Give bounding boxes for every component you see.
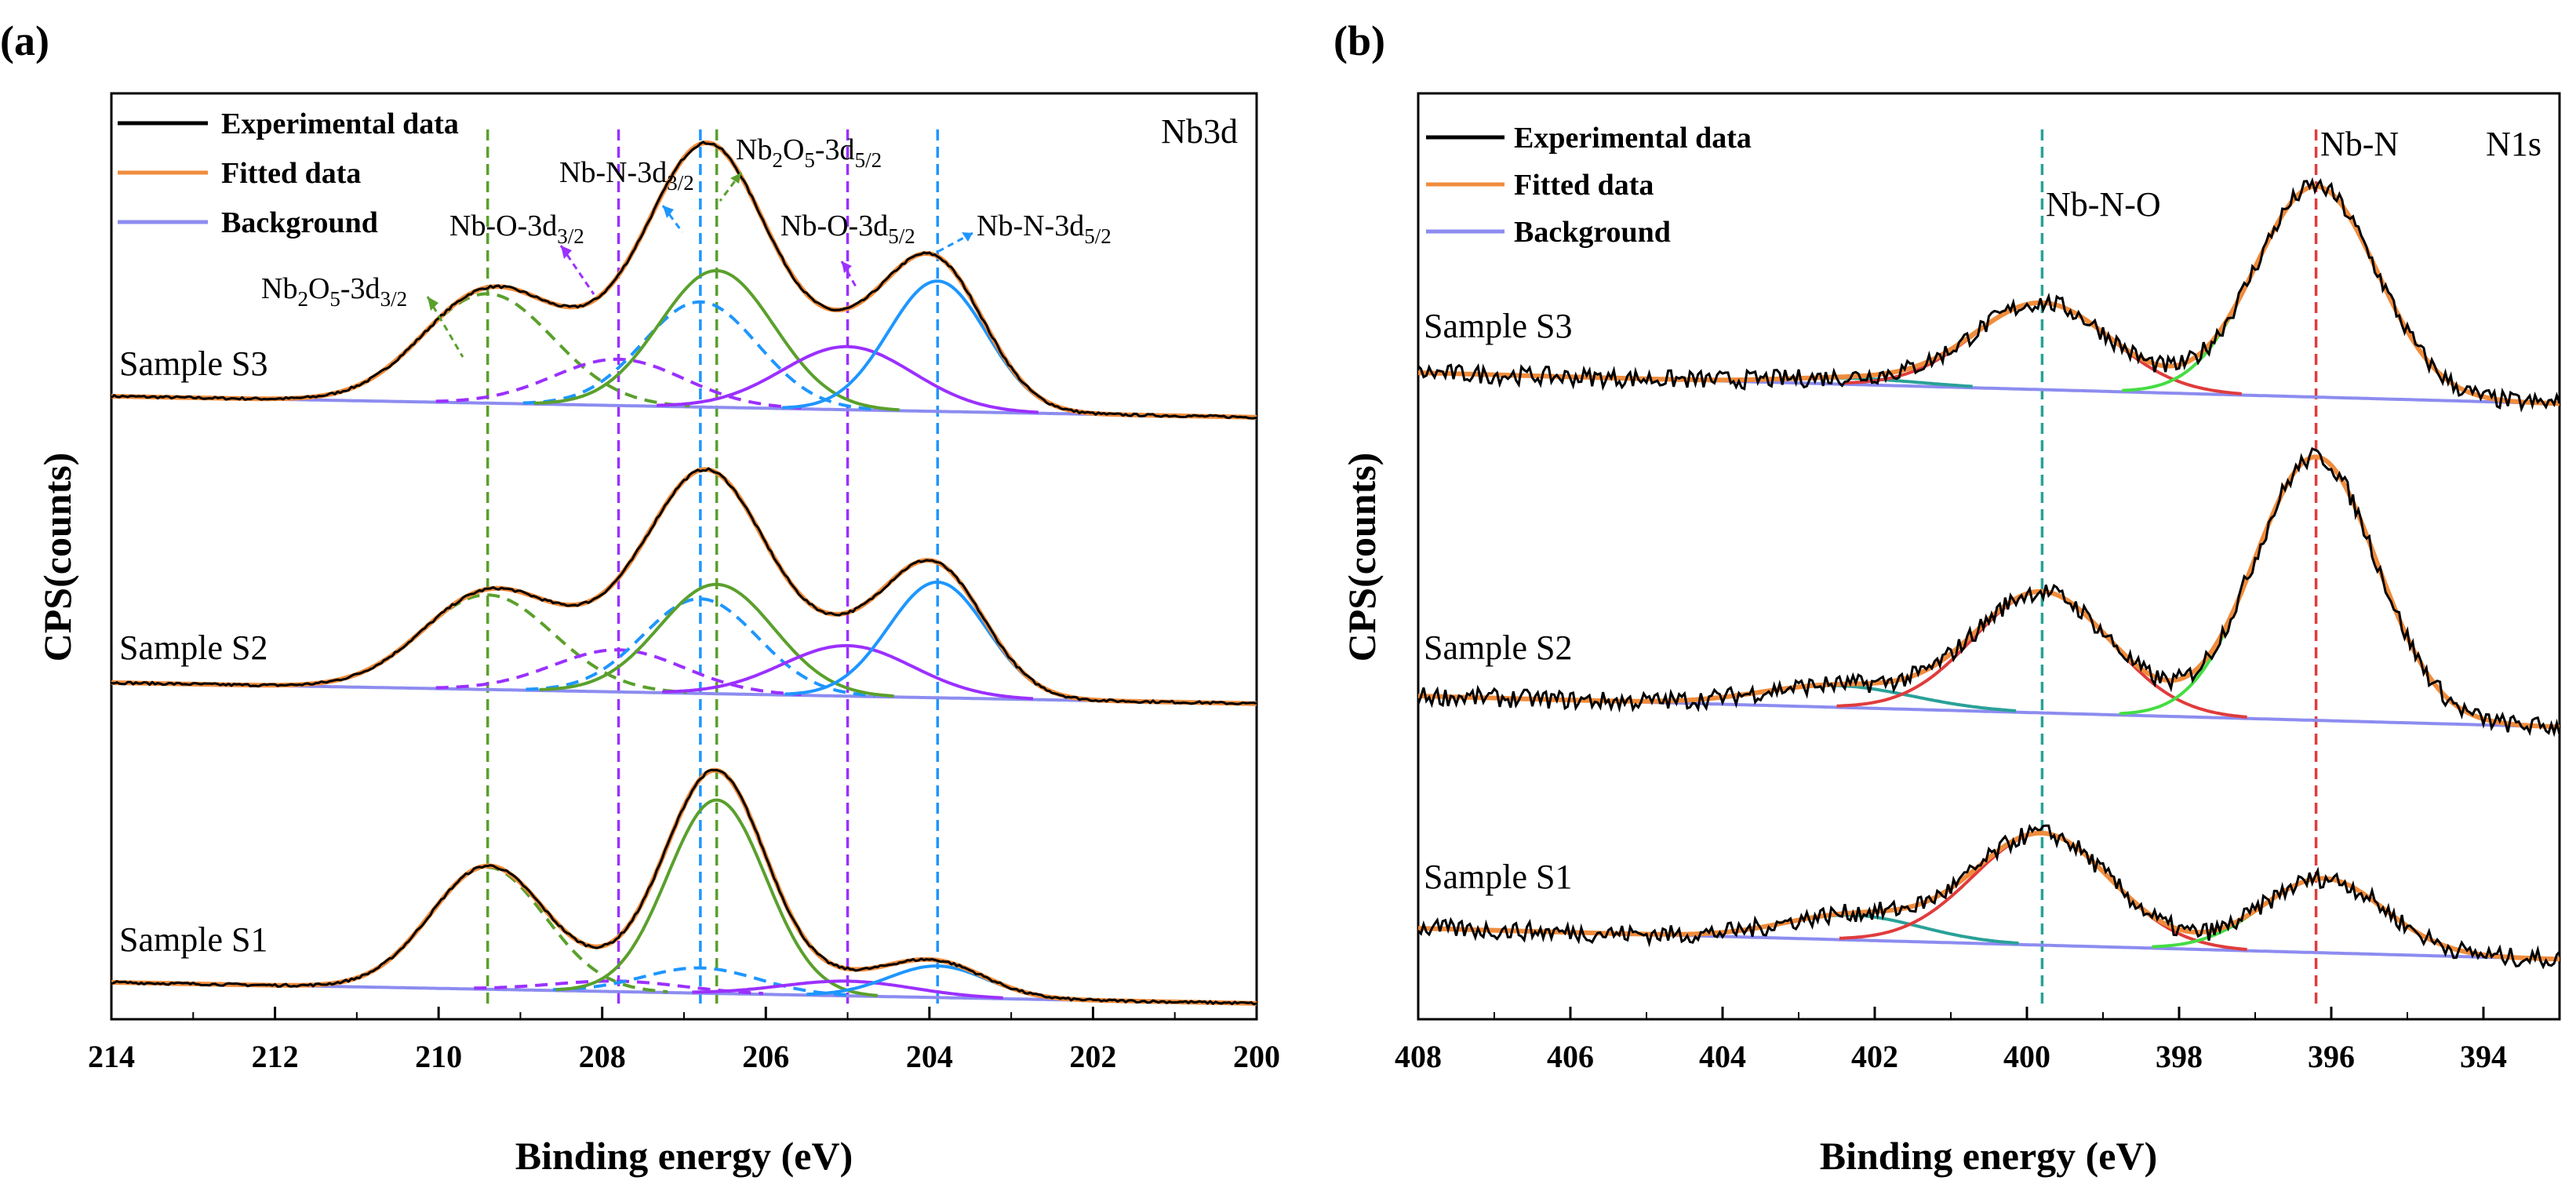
annotation-arrow-nbo-3d32 <box>559 245 595 295</box>
x-tick-label-a-208: 208 <box>579 1039 626 1074</box>
background-curves-b <box>1417 371 2560 961</box>
fitted-curve-b-s2 <box>1417 454 2560 730</box>
x-tick-label-b-398: 398 <box>2156 1039 2203 1074</box>
x-tick-label-b-406: 406 <box>1547 1039 1594 1074</box>
annotation-arrowhead-nb2o5-3d32 <box>428 297 438 311</box>
annotation-nbn-3d32: Nb-N-3d3/2 <box>559 156 694 195</box>
legend-label-experimental-a: Experimental data <box>221 107 459 140</box>
experimental-curve-a-s1 <box>111 768 1257 1006</box>
sample-label-s1-b: Sample S1 <box>1424 858 1572 896</box>
x-tick-label-a-202: 202 <box>1069 1039 1116 1074</box>
annotation-nbn-3d52: Nb-N-3d5/2 <box>977 209 1112 248</box>
component-curve-a-s2-2 <box>526 597 875 698</box>
x-tick-label-a-210: 210 <box>415 1039 462 1074</box>
experimental-curves-b <box>1417 177 2561 970</box>
panel-b: (b) 408 406 404 402 400 398 396 394 Binding ene… <box>1333 17 2561 1178</box>
sample-label-s2-b: Sample S2 <box>1424 628 1572 667</box>
legend-label-fitted-a: Fitted data <box>221 157 361 190</box>
x-tick-label-a-212: 212 <box>252 1039 299 1074</box>
legend-label-fitted-b: Fitted data <box>1514 169 1654 202</box>
component-curve-a-s1-3 <box>555 798 878 997</box>
region-label-n1s: N1s <box>2486 125 2541 163</box>
x-tick-label-a-206: 206 <box>742 1039 789 1074</box>
peak-label-nb-n-o: Nb-N-O <box>2046 185 2161 224</box>
x-tick-label-b-400: 400 <box>2003 1039 2050 1074</box>
annotation-arrowhead-nbn-3d52 <box>962 232 973 242</box>
plot-frame-b <box>1417 92 2561 1021</box>
sample-label-s1-a: Sample S1 <box>119 920 267 959</box>
x-axis-title-a: Binding energy (eV) <box>515 1134 853 1178</box>
fitted-curves-b <box>1417 184 2560 962</box>
panel-label-a: (a) <box>0 17 49 64</box>
experimental-curve-b-s1 <box>1417 823 2561 970</box>
annotation-nb2o5-3d52: Nb2O5-3d5/2 <box>736 133 882 172</box>
x-ticks-b: 408 406 404 402 400 398 396 394 <box>1395 1007 2560 1074</box>
component-curve-a-s2-4 <box>662 643 1034 701</box>
annotation-nb2o5-3d32: Nb2O5-3d3/2 <box>261 272 407 311</box>
panel-a: (a) 214 212 210 208 206 204 202 200 Binding ene… <box>0 17 1280 1178</box>
component-curve-a-s1-4 <box>692 979 1003 1000</box>
experimental-curves-a <box>111 140 1257 1006</box>
experimental-curve-a-s2 <box>111 467 1257 706</box>
annotation-nbo-3d32: Nb-O-3d3/2 <box>449 209 584 248</box>
annotation-arrowhead-nbn-3d32 <box>663 206 674 218</box>
legend-a: Experimental data Fitted data Background <box>118 107 459 239</box>
reference-lines-b <box>2040 129 2318 1004</box>
region-label-nb3d: Nb3d <box>1161 112 1238 151</box>
annotation-arrowhead-nb2o5-3d52 <box>730 173 741 184</box>
experimental-curve-b-s3 <box>1417 177 2561 413</box>
component-curve-a-s1-2 <box>553 966 848 996</box>
x-tick-label-a-200: 200 <box>1233 1039 1280 1074</box>
component-curve-a-s3-1 <box>435 357 802 410</box>
x-tick-label-b-396: 396 <box>2308 1039 2355 1074</box>
x-axis-title-b: Binding energy (eV) <box>1820 1134 2158 1178</box>
x-tick-label-a-214: 214 <box>88 1039 135 1074</box>
peak-label-nb-n: Nb-N <box>2320 125 2399 163</box>
x-tick-label-b-404: 404 <box>1699 1039 1746 1074</box>
legend-b: Experimental data Fitted data Background <box>1426 122 1752 249</box>
x-tick-label-b-394: 394 <box>2460 1039 2507 1074</box>
panel-label-b: (b) <box>1333 17 1385 64</box>
legend-label-experimental-b: Experimental data <box>1514 122 1752 155</box>
component-curves-a <box>286 268 1093 1001</box>
x-tick-label-a-204: 204 <box>906 1039 953 1074</box>
annotation-arrowhead-nbo-3d52 <box>842 261 852 273</box>
x-tick-label-b-402: 402 <box>1851 1039 1898 1074</box>
sample-label-s2-a: Sample S2 <box>119 628 267 667</box>
sample-label-s3-a: Sample S3 <box>119 344 267 383</box>
y-axis-title-b: CPS(counts) <box>1340 453 1384 662</box>
component-curves-b <box>1657 184 2514 958</box>
y-axis-title-a: CPS(counts) <box>35 453 79 662</box>
x-tick-label-b-408: 408 <box>1395 1039 1442 1074</box>
component-curve-a-s3-2 <box>522 300 878 411</box>
annotation-nbo-3d52: Nb-O-3d5/2 <box>780 209 915 248</box>
x-ticks-a: 214 212 210 208 206 204 202 200 <box>88 1007 1280 1074</box>
legend-label-background-b: Background <box>1514 216 1671 249</box>
reference-lines-a <box>486 129 940 1004</box>
annotation-arrowhead-nbo-3d32 <box>561 246 572 259</box>
component-curve-a-s3-4 <box>657 344 1039 414</box>
sample-label-s3-b: Sample S3 <box>1424 307 1572 345</box>
experimental-curve-b-s2 <box>1417 446 2561 738</box>
component-curve-a-s3-3 <box>533 268 900 412</box>
legend-label-background-a: Background <box>221 206 378 239</box>
component-curve-a-s2-1 <box>435 648 802 697</box>
experimental-curve-a-s3 <box>111 140 1257 420</box>
